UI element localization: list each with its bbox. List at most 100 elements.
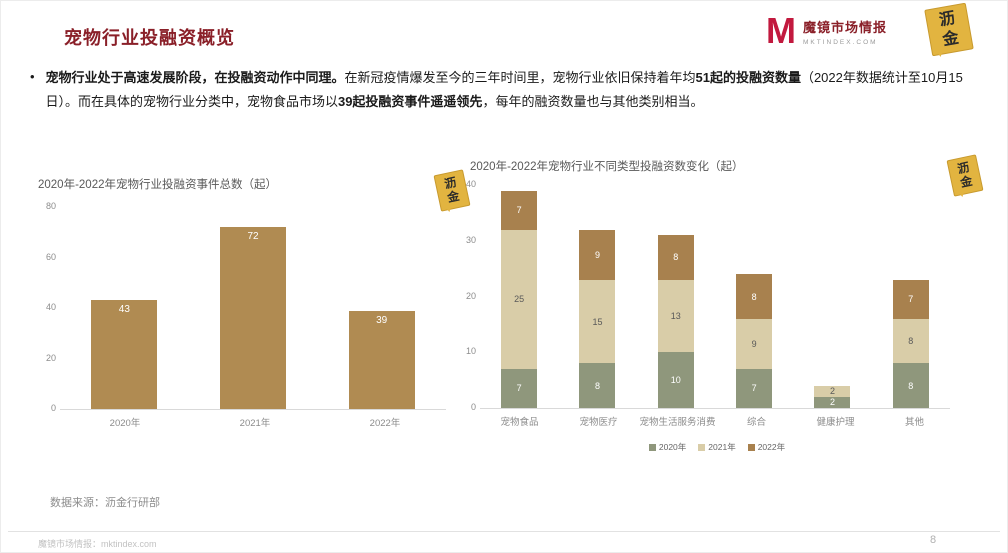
- segment-2020年: 7: [501, 368, 538, 408]
- segment-2022年: 8: [657, 235, 694, 280]
- bar-slot: 43: [60, 300, 189, 409]
- summary-text-segment: 宠物行业处于高速发展阶段，在投融资动作中同理。: [45, 70, 345, 85]
- segment-2021年: 13: [657, 279, 694, 353]
- x-tick-label: 其他: [904, 417, 924, 428]
- legend-label: 2021年: [708, 442, 736, 452]
- bar-2020年: 43: [91, 300, 158, 409]
- summary-text: 宠物行业处于高速发展阶段，在投融资动作中同理。在新冠疫情爆发至今的三年时间里，宠…: [45, 66, 982, 114]
- y-tick-label: 30: [465, 234, 476, 245]
- segment-2022年: 9: [579, 229, 616, 280]
- bar-value-label: 72: [247, 231, 259, 243]
- summary-text-segment: （2022年数据统计至10月15日）。而在具体的宠物行业分类中，宠物食品市场以: [45, 70, 963, 110]
- chart-title-category-stacked: 2020年-2022年宠物行业不同类型投融资数变化（起）: [470, 161, 744, 173]
- segment-2020年: 7: [736, 368, 773, 408]
- data-source-note: 数据来源：沥金行研部: [50, 497, 160, 509]
- bar-2021年: 72: [220, 227, 286, 409]
- stamp-char-bottom: 金: [941, 29, 961, 49]
- y-tick-label: 60: [45, 251, 56, 262]
- legend-label: 2020年: [658, 442, 687, 452]
- bar-value-label: 43: [118, 304, 130, 316]
- segment-2020年: 8: [892, 363, 929, 408]
- segment-2022年: 7: [892, 279, 929, 319]
- segment-2020年: 8: [579, 363, 616, 408]
- bar-value-label: 39: [376, 314, 388, 326]
- summary-text-segment: 39起投融资事件遥遥领先: [337, 94, 483, 110]
- stacked-bar-宠物医疗: 8 15 9: [579, 229, 616, 408]
- moojing-m-icon: M: [766, 10, 796, 51]
- chart-legend: 2020年 2021年 2022年: [480, 441, 954, 453]
- bar-row: 43 72 39: [60, 208, 446, 409]
- lijin-stamp-icon: 沥 金: [924, 2, 974, 57]
- category-stacked-plot-area: 0 10 20 30 40 7 25 7 8 15 9 10 13 8 7 9 8 2 2 8 8 7: [466, 179, 950, 412]
- x-axis-labels: 2020年 2021年 2022年: [60, 415, 450, 429]
- segment-2021年: 15: [579, 279, 616, 364]
- y-tick-label: 0: [470, 402, 476, 412]
- brand-name: 魔镜市场情报: [803, 19, 888, 35]
- footer-brand: 魔镜市场情报：mktindex.com: [38, 539, 157, 549]
- total-events-chart: 2020年-2022年宠物行业投融资事件总数（起） 0 20 40 60 80 43 72 3…: [38, 176, 450, 429]
- summary-text-segment: 51起的投融资数量: [695, 70, 801, 85]
- chart-title-total-events: 2020年-2022年宠物行业投融资事件总数（起）: [38, 179, 277, 191]
- x-tick-label: 宠物食品: [500, 417, 539, 428]
- y-tick-label: 20: [465, 290, 476, 301]
- segment-2021年: 9: [736, 318, 773, 369]
- y-tick-label: 20: [45, 352, 56, 363]
- stacked-bar-宠物生活服务消费: 10 13 8: [657, 235, 694, 408]
- bar-row: 7 25 7 8 15 9 10 13 8 7 9 8 2 2 8 8 7: [480, 186, 950, 408]
- summary-text-segment: ，每年的融资数量也与其他类别相当。: [482, 94, 704, 110]
- bar-slot: 10 13 8: [637, 235, 715, 408]
- brand-logo: M 魔镜市场情报 MKTINDEX.COM: [766, 10, 887, 51]
- legend-item: 2020年: [648, 441, 687, 453]
- bar-slot: 39: [317, 310, 446, 409]
- y-tick-label: 0: [50, 403, 56, 413]
- segment-2021年: 8: [892, 318, 929, 364]
- bar-2022年: 39: [348, 310, 415, 409]
- x-tick-label: 2022年: [369, 418, 401, 429]
- brand-subtitle: MKTINDEX.COM: [803, 38, 878, 46]
- segment-2022年: 7: [501, 190, 538, 230]
- legend-item: 2022年: [747, 441, 786, 453]
- x-axis-labels: 宠物食品 宠物医疗 宠物生活服务消费 综合 健康护理 其他: [480, 414, 954, 428]
- category-stacked-chart: 2020年-2022年宠物行业不同类型投融资数变化（起） 0 10 20 30 40 7 2…: [458, 158, 954, 453]
- x-tick-label: 健康护理: [816, 417, 855, 428]
- y-tick-label: 40: [45, 302, 56, 312]
- x-tick-label: 综合: [746, 417, 766, 428]
- legend-swatch: [698, 443, 706, 451]
- page-number: 8: [930, 534, 937, 546]
- bullet-marker: •: [30, 69, 35, 84]
- segment-2020年: 2: [814, 396, 851, 408]
- x-tick-label: 宠物生活服务消费: [639, 417, 716, 428]
- x-tick-label: 2021年: [239, 418, 271, 429]
- segment-2021年: 25: [501, 229, 538, 369]
- segment-2022年: 8: [736, 274, 773, 319]
- y-tick-label: 40: [465, 179, 476, 189]
- legend-item: 2021年: [698, 441, 736, 453]
- y-tick-label: 80: [45, 201, 56, 211]
- y-tick-label: 10: [465, 346, 476, 357]
- legend-label: 2022年: [757, 442, 786, 452]
- x-tick-label: 2020年: [109, 418, 141, 429]
- stamp-char-bottom: 金: [958, 173, 974, 190]
- legend-swatch: [648, 443, 656, 451]
- footer-divider: [8, 531, 1000, 532]
- stacked-bar-宠物食品: 7 25 7: [501, 190, 538, 408]
- segment-2021年: 2: [814, 385, 851, 397]
- legend-swatch: [747, 443, 755, 451]
- bar-slot: 8 15 9: [558, 229, 636, 408]
- brand-text: 魔镜市场情报 MKTINDEX.COM: [803, 17, 887, 46]
- summary-bullet: • 宠物行业处于高速发展阶段，在投融资动作中同理。在新冠疫情爆发至今的三年时间里…: [30, 66, 982, 114]
- total-events-plot-area: 0 20 40 60 80 43 72 39: [46, 201, 446, 413]
- x-tick-label: 宠物医疗: [579, 417, 618, 428]
- summary-text-segment: 在新冠疫情爆发至今的三年时间里，宠物行业依旧保持着年均: [344, 70, 696, 85]
- page-title: 宠物行业投融资概览: [64, 28, 235, 48]
- bar-slot: 72: [189, 227, 318, 409]
- bar-slot: 7 25 7: [480, 190, 558, 408]
- segment-2020年: 10: [657, 352, 694, 408]
